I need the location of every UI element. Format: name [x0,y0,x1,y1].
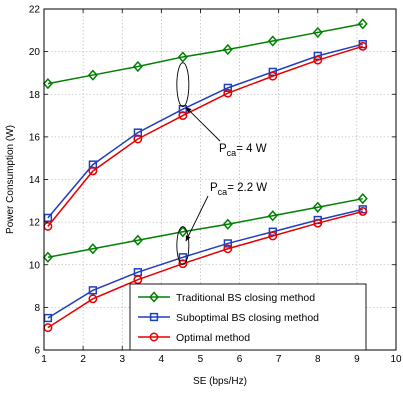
y-tick-label: 16 [29,132,41,143]
data-point-diamond [267,35,278,47]
data-point-circle [358,41,368,51]
data-point-diamond [177,226,188,238]
x-tick-label: 8 [315,354,321,365]
y-tick-label: 6 [34,346,40,357]
data-point-square [43,313,53,323]
data-point-diamond [132,234,143,246]
data-point-circle [178,259,188,269]
data-point-diamond [222,218,233,230]
annotation-arrow [185,106,221,142]
series-line [47,197,363,259]
x-axis-label: SE (bps/Hz) [193,376,247,387]
annotation-layer: Pca= 4 W Pca= 2.2 W [176,62,267,266]
y-tick-label: 22 [29,5,41,16]
legend-label: Optimal method [176,332,250,344]
annotation-arrowhead [185,235,191,242]
y-tick-label: 12 [29,218,41,229]
data-point-diamond [42,251,53,263]
data-point-square [223,239,232,248]
data-point-diamond [87,243,98,255]
legend-marker-diamond [148,291,160,303]
y-tick-label: 14 [29,175,41,186]
x-tick-label: 5 [198,354,204,365]
series-line [47,208,363,319]
series-line [47,23,363,85]
data-point-circle [88,166,98,176]
legend-entry: Suboptimal BS closing method [138,312,319,324]
y-tick-label: 8 [34,303,40,314]
data-point-circle [223,88,233,98]
x-tick-label: 6 [237,354,243,365]
data-point-square [268,67,277,77]
series-diamond [42,193,368,263]
series-line [47,45,363,227]
data-point-diamond [177,51,188,63]
legend-label: Suboptimal BS closing method [176,312,319,324]
data-point-diamond [357,18,368,30]
data-point-square [223,83,232,93]
x-tick-label: 2 [80,354,86,365]
series-layer [42,18,368,333]
data-point-circle [133,275,143,285]
y-tick-label: 10 [29,260,41,271]
data-point-diamond [222,43,233,56]
data-point-diamond [267,210,278,222]
data-point-diamond [132,60,143,73]
data-point-square [268,227,277,236]
data-point-circle [133,134,143,144]
x-tick-label: 9 [354,354,360,365]
series-line [47,210,363,329]
annotation-arrow [185,195,209,242]
data-point-circle [268,231,278,241]
data-point-circle [178,111,188,121]
data-point-circle [88,294,98,304]
data-point-diamond [87,69,98,81]
y-tick-label: 20 [29,47,41,58]
annotation-label: Pca= 2.2 W [210,182,267,197]
y-tick-label: 18 [29,90,41,101]
x-tick-label: 1 [41,354,47,365]
legend-entry: Traditional BS closing method [138,291,315,304]
data-point-circle [358,207,368,216]
data-point-square [313,51,322,61]
series-square [43,205,367,323]
series-circle [43,41,368,231]
legend-entry: Optimal method [138,332,250,344]
data-point-diamond [357,193,368,205]
data-point-circle [313,55,323,65]
data-point-square [43,213,53,223]
x-tick-label: 4 [159,354,165,365]
data-point-circle [268,71,278,81]
data-point-diamond [42,77,53,90]
annotation-ellipse [176,62,190,108]
legend-marker-circle [149,332,159,342]
data-point-diamond [312,26,323,39]
legend-marker-square [149,312,159,322]
annotation-label: Pca= 4 W [219,143,267,158]
series-line [47,43,363,219]
legend-label: Traditional BS closing method [176,292,315,304]
data-point-square [88,286,98,295]
series-diamond [42,18,368,90]
annotation-ellipse [176,226,190,266]
x-tick-label: 10 [390,354,402,365]
data-point-diamond [312,201,323,213]
x-tick-label: 7 [276,354,282,365]
y-axis-label: Power Consumption (W) [5,125,16,234]
data-point-circle [313,218,323,228]
data-point-circle [223,244,233,254]
legend: Traditional BS closing method Suboptimal … [129,283,367,351]
x-tick-label: 3 [119,354,125,365]
annotation-arrowhead [185,107,192,113]
